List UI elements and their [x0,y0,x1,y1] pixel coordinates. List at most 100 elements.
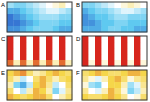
heat-cell [102,42,109,48]
heat-cell [27,94,34,100]
heat-cell [89,76,96,82]
heat-cell [14,2,21,8]
heat-cell [108,94,115,100]
heat-cell [102,76,109,82]
heat-cell [141,48,148,54]
heat-cell [40,54,47,60]
heat-cell [134,2,141,8]
heat-cell [141,94,148,100]
heat-cell [20,36,27,42]
heat-cell [40,60,47,66]
heat-cell [40,48,47,54]
heat-cell [82,36,89,42]
heat-cell [108,26,115,32]
heat-cell [141,54,148,60]
heat-cell [33,20,40,26]
heat-cell [115,60,122,66]
heat-cell [66,2,73,8]
heat-cell [134,76,141,82]
heat-cell [95,76,102,82]
heat-cell [46,20,53,26]
panel-label: E [1,70,5,76]
heat-cell [102,14,109,20]
heat-cell [82,76,89,82]
heat-cell [121,82,128,88]
heat-cell [27,54,34,60]
heat-cell [89,42,96,48]
heat-cell [27,26,34,32]
heat-cell [59,42,66,48]
panel-label: D [76,36,81,42]
heat-cell [20,76,27,82]
heat-cell [66,82,73,88]
heat-cell [20,26,27,32]
heat-cell [33,48,40,54]
heat-cell [134,88,141,94]
heat-cell [46,14,53,20]
heat-cell [89,48,96,54]
heat-cell [33,82,40,88]
heat-cell [53,14,60,20]
panel: B [76,2,147,32]
heat-cell [102,82,109,88]
heat-cell [59,26,66,32]
heat-cell [108,48,115,54]
heat-cell [20,8,27,14]
heat-cell [40,36,47,42]
heat-cell [53,36,60,42]
heat-cell [66,14,73,20]
heat-cell [134,26,141,32]
heat-cell [82,70,89,76]
heat-cell [95,20,102,26]
heat-cell [59,94,66,100]
heat-cell [66,48,73,54]
heat-cell [20,70,27,76]
heat-cell [14,20,21,26]
heat-cell [115,70,122,76]
heat-cell [53,48,60,54]
heat-cell [141,60,148,66]
heat-cell [115,36,122,42]
heat-cell [66,76,73,82]
heat-cell [27,88,34,94]
heat-cell [53,8,60,14]
panel-frame [7,70,72,100]
heat-cell [95,54,102,60]
heat-cell [7,42,14,48]
heat-cell [134,54,141,60]
heat-cell [89,14,96,20]
heat-cell [128,26,135,32]
heat-cell [33,36,40,42]
heat-cell [33,60,40,66]
heat-cell [108,8,115,14]
heat-cell [121,20,128,26]
heat-cell [95,36,102,42]
heat-cell [134,94,141,100]
heat-cell [46,54,53,60]
heat-cell [46,8,53,14]
heat-cell [89,2,96,8]
heat-cell [82,88,89,94]
heat-cell [108,76,115,82]
heat-cell [89,36,96,42]
heat-cell [59,54,66,60]
heat-cell [40,42,47,48]
heat-cell [134,20,141,26]
heat-cell [115,76,122,82]
heat-cell [53,70,60,76]
heat-cell [14,94,21,100]
heat-cell [121,26,128,32]
heat-cell [46,88,53,94]
heat-cell [95,70,102,76]
heat-cell [59,36,66,42]
heat-cell [102,94,109,100]
heat-cell [121,94,128,100]
heat-cell [121,76,128,82]
heat-cell [33,70,40,76]
heat-cell [7,20,14,26]
heat-cell [40,70,47,76]
heat-cell [66,20,73,26]
heat-cell [95,60,102,66]
heat-cell [53,76,60,82]
heat-cell [102,54,109,60]
